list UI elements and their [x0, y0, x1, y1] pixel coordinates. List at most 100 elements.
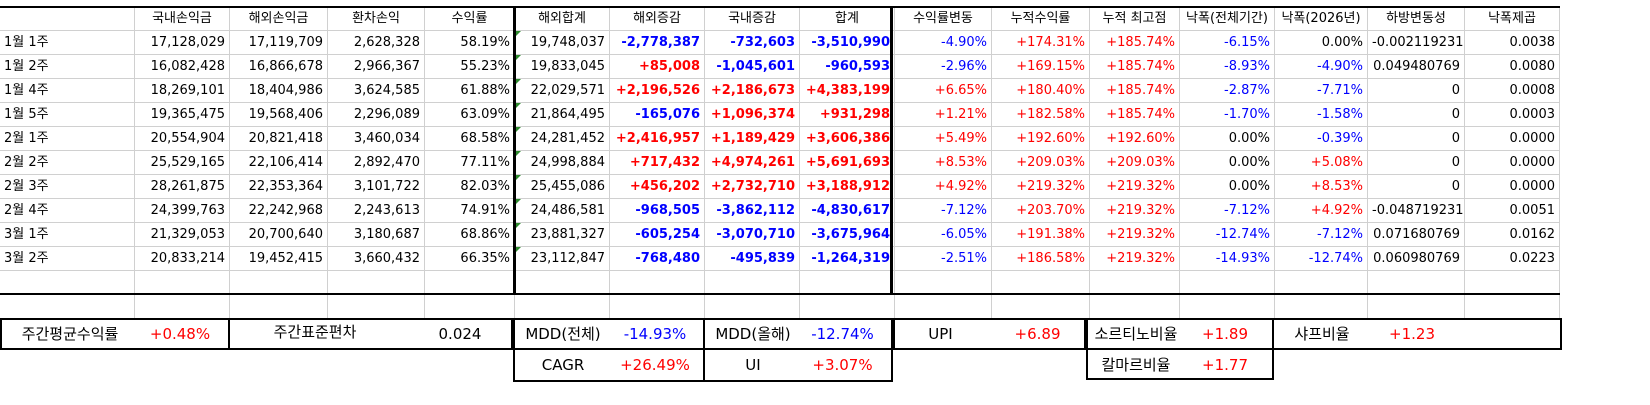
- table-cell[interactable]: 17,128,029: [135, 31, 230, 55]
- row-label[interactable]: 2월 4주: [0, 199, 135, 223]
- table-cell[interactable]: 2,892,470: [328, 151, 425, 175]
- table-cell[interactable]: -165,076: [610, 103, 705, 127]
- table-cell[interactable]: 19,365,475: [135, 103, 230, 127]
- header-cell[interactable]: 낙폭(2026년): [1275, 7, 1368, 31]
- table-cell[interactable]: 22,353,364: [230, 175, 328, 199]
- table-cell[interactable]: 0.0162: [1465, 223, 1560, 247]
- table-cell[interactable]: -7.12%: [1275, 223, 1368, 247]
- header-cell[interactable]: 국내증감: [705, 7, 800, 31]
- table-cell[interactable]: 0.00%: [1275, 31, 1368, 55]
- empty-cell[interactable]: [1368, 295, 1465, 319]
- table-cell[interactable]: +5,691,693: [800, 151, 895, 175]
- table-cell[interactable]: 24,281,452: [515, 127, 610, 151]
- table-cell[interactable]: -1.58%: [1275, 103, 1368, 127]
- table-cell[interactable]: -12.74%: [1180, 223, 1275, 247]
- table-cell[interactable]: -2,778,387: [610, 31, 705, 55]
- table-cell[interactable]: +180.40%: [992, 79, 1090, 103]
- table-cell[interactable]: -0.39%: [1275, 127, 1368, 151]
- table-cell[interactable]: 68.86%: [425, 223, 515, 247]
- row-label[interactable]: 1월 5주: [0, 103, 135, 127]
- table-cell[interactable]: +203.70%: [992, 199, 1090, 223]
- table-cell[interactable]: -2.96%: [895, 55, 992, 79]
- table-cell[interactable]: 2,966,367: [328, 55, 425, 79]
- table-cell[interactable]: 18,269,101: [135, 79, 230, 103]
- table-cell[interactable]: 16,866,678: [230, 55, 328, 79]
- table-cell[interactable]: 0.0080: [1465, 55, 1560, 79]
- table-cell[interactable]: +219.32%: [1090, 247, 1180, 271]
- table-cell[interactable]: 3,624,585: [328, 79, 425, 103]
- table-cell[interactable]: -3,862,112: [705, 199, 800, 223]
- empty-cell[interactable]: [0, 295, 135, 319]
- table-cell[interactable]: 24,399,763: [135, 199, 230, 223]
- empty-cell[interactable]: [1180, 271, 1275, 295]
- table-cell[interactable]: 55.23%: [425, 55, 515, 79]
- table-cell[interactable]: +8.53%: [895, 151, 992, 175]
- table-cell[interactable]: +5.49%: [895, 127, 992, 151]
- row-label[interactable]: 2월 1주: [0, 127, 135, 151]
- table-cell[interactable]: +2,196,526: [610, 79, 705, 103]
- table-cell[interactable]: 23,881,327: [515, 223, 610, 247]
- empty-cell[interactable]: [515, 271, 610, 295]
- empty-cell[interactable]: [425, 271, 515, 295]
- table-cell[interactable]: 20,554,904: [135, 127, 230, 151]
- empty-cell[interactable]: [0, 271, 135, 295]
- empty-cell[interactable]: [230, 271, 328, 295]
- empty-cell[interactable]: [705, 295, 800, 319]
- table-cell[interactable]: -14.93%: [1180, 247, 1275, 271]
- empty-cell[interactable]: [992, 295, 1090, 319]
- table-cell[interactable]: 2,628,328: [328, 31, 425, 55]
- header-cell[interactable]: 낙폭(전체기간): [1180, 7, 1275, 31]
- table-cell[interactable]: +2,416,957: [610, 127, 705, 151]
- empty-cell[interactable]: [610, 295, 705, 319]
- table-cell[interactable]: 18,404,986: [230, 79, 328, 103]
- table-cell[interactable]: +192.60%: [1090, 127, 1180, 151]
- empty-cell[interactable]: [1368, 271, 1465, 295]
- empty-cell[interactable]: [705, 271, 800, 295]
- table-cell[interactable]: -1.70%: [1180, 103, 1275, 127]
- header-cell[interactable]: 하방변동성: [1368, 7, 1465, 31]
- table-cell[interactable]: -7.71%: [1275, 79, 1368, 103]
- table-cell[interactable]: +1,096,374: [705, 103, 800, 127]
- table-cell[interactable]: -12.74%: [1275, 247, 1368, 271]
- row-label[interactable]: 1월 4주: [0, 79, 135, 103]
- table-cell[interactable]: 28,261,875: [135, 175, 230, 199]
- table-cell[interactable]: 3,660,432: [328, 247, 425, 271]
- table-cell[interactable]: 0.0008: [1465, 79, 1560, 103]
- table-cell[interactable]: +185.74%: [1090, 31, 1180, 55]
- empty-cell[interactable]: [800, 271, 895, 295]
- table-cell[interactable]: -605,254: [610, 223, 705, 247]
- empty-cell[interactable]: [800, 295, 895, 319]
- table-cell[interactable]: -6.15%: [1180, 31, 1275, 55]
- table-cell[interactable]: 19,833,045: [515, 55, 610, 79]
- table-cell[interactable]: 0: [1368, 79, 1465, 103]
- table-cell[interactable]: 19,748,037: [515, 31, 610, 55]
- table-cell[interactable]: 24,998,884: [515, 151, 610, 175]
- table-cell[interactable]: +456,202: [610, 175, 705, 199]
- table-cell[interactable]: +1,189,429: [705, 127, 800, 151]
- table-cell[interactable]: -6.05%: [895, 223, 992, 247]
- empty-cell[interactable]: [895, 295, 992, 319]
- header-cell[interactable]: 환차손익: [328, 7, 425, 31]
- empty-cell[interactable]: [328, 295, 425, 319]
- header-cell[interactable]: 수익률: [425, 7, 515, 31]
- table-cell[interactable]: 21,864,495: [515, 103, 610, 127]
- table-cell[interactable]: 0.0000: [1465, 175, 1560, 199]
- table-cell[interactable]: +174.31%: [992, 31, 1090, 55]
- table-cell[interactable]: +1.21%: [895, 103, 992, 127]
- table-cell[interactable]: 0.0000: [1465, 151, 1560, 175]
- header-cell[interactable]: 해외증감: [610, 7, 705, 31]
- table-cell[interactable]: 2,243,613: [328, 199, 425, 223]
- table-cell[interactable]: -3,675,964: [800, 223, 895, 247]
- table-cell[interactable]: +169.15%: [992, 55, 1090, 79]
- table-cell[interactable]: +209.03%: [992, 151, 1090, 175]
- table-cell[interactable]: -495,839: [705, 247, 800, 271]
- table-cell[interactable]: 25,529,165: [135, 151, 230, 175]
- table-cell[interactable]: +185.74%: [1090, 79, 1180, 103]
- header-cell[interactable]: 수익률변동: [895, 7, 992, 31]
- table-cell[interactable]: -968,505: [610, 199, 705, 223]
- table-cell[interactable]: -768,480: [610, 247, 705, 271]
- header-cell[interactable]: 해외손익금: [230, 7, 328, 31]
- empty-cell[interactable]: [515, 295, 610, 319]
- table-cell[interactable]: 19,568,406: [230, 103, 328, 127]
